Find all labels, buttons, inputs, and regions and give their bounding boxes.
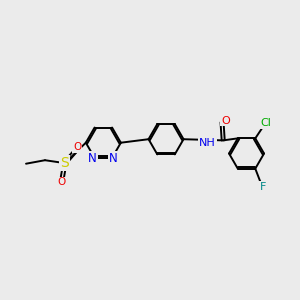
Text: N: N bbox=[109, 152, 118, 165]
Text: NH: NH bbox=[200, 138, 216, 148]
Text: N: N bbox=[88, 152, 97, 165]
Text: F: F bbox=[260, 182, 266, 192]
Text: O: O bbox=[58, 177, 66, 188]
Text: Cl: Cl bbox=[260, 118, 271, 128]
Text: O: O bbox=[73, 142, 81, 152]
Text: S: S bbox=[61, 156, 69, 170]
Text: O: O bbox=[221, 116, 230, 125]
